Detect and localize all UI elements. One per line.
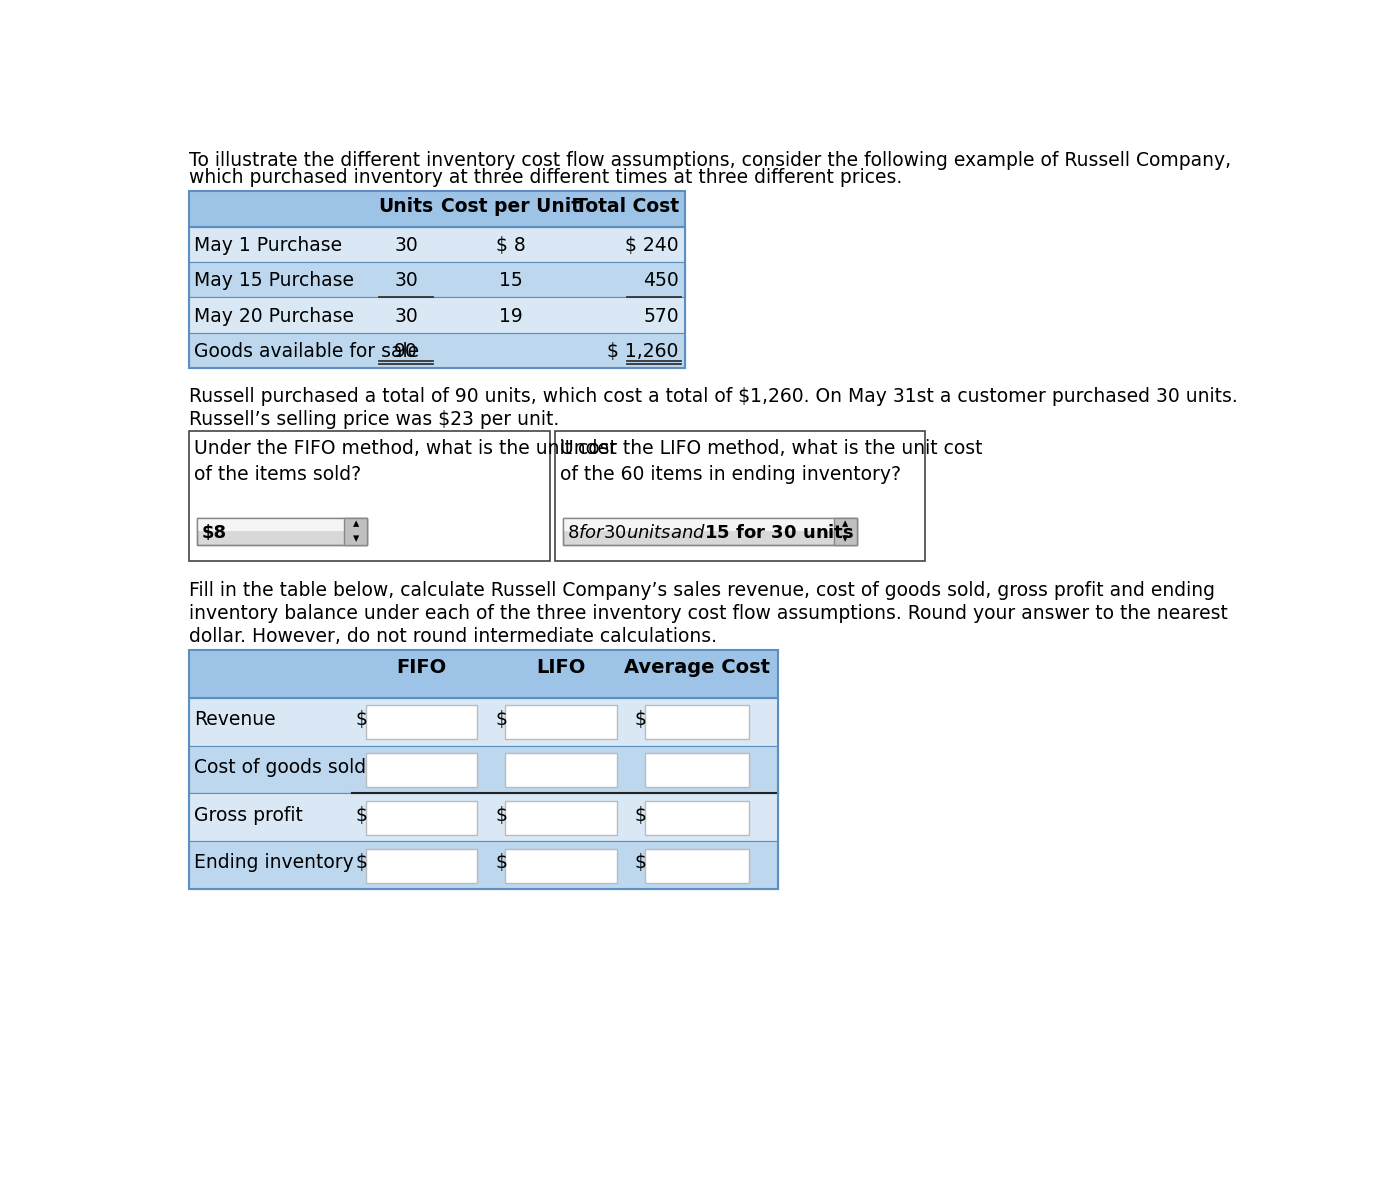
Text: Gross profit: Gross profit bbox=[194, 806, 303, 825]
Text: May 15 Purchase: May 15 Purchase bbox=[194, 271, 354, 291]
Text: $ 1,260: $ 1,260 bbox=[607, 342, 678, 361]
Text: 30: 30 bbox=[394, 235, 418, 255]
Bar bbox=[645, 801, 749, 834]
Text: $: $ bbox=[355, 853, 367, 872]
Bar bbox=[366, 801, 477, 834]
Text: To illustrate the different inventory cost flow assumptions, consider the follow: To illustrate the different inventory co… bbox=[189, 151, 1232, 170]
Text: ▴
▾: ▴ ▾ bbox=[842, 518, 849, 545]
Text: $: $ bbox=[355, 806, 367, 825]
Text: May 20 Purchase: May 20 Purchase bbox=[194, 306, 354, 325]
Text: ▴
▾: ▴ ▾ bbox=[352, 518, 359, 545]
Text: Under the LIFO method, what is the unit cost: Under the LIFO method, what is the unit … bbox=[560, 439, 982, 459]
Text: $8 for 30 units and $15 for 30 units: $8 for 30 units and $15 for 30 units bbox=[567, 524, 854, 541]
Text: Goods available for sale: Goods available for sale bbox=[194, 342, 418, 361]
Bar bbox=[366, 706, 477, 740]
Text: Fill in the table below, calculate Russell Company’s sales revenue, cost of good: Fill in the table below, calculate Russe… bbox=[189, 580, 1215, 599]
Text: inventory balance under each of the three inventory cost flow assumptions. Round: inventory balance under each of the thre… bbox=[189, 604, 1227, 623]
Bar bbox=[189, 298, 685, 333]
Text: Total Cost: Total Cost bbox=[575, 197, 678, 216]
Text: $: $ bbox=[355, 710, 367, 729]
Bar bbox=[189, 650, 777, 697]
Bar bbox=[366, 849, 477, 883]
Text: Cost per Unit: Cost per Unit bbox=[442, 197, 581, 216]
Bar bbox=[189, 191, 685, 227]
Bar bbox=[189, 842, 777, 889]
Bar bbox=[563, 518, 857, 532]
Bar bbox=[645, 706, 749, 740]
Bar bbox=[197, 518, 367, 545]
Bar bbox=[645, 849, 749, 883]
Text: $ 8: $ 8 bbox=[495, 235, 526, 255]
Bar bbox=[344, 518, 367, 545]
Bar bbox=[366, 753, 477, 787]
Text: Ending inventory: Ending inventory bbox=[194, 853, 354, 872]
Bar bbox=[563, 518, 857, 545]
Text: which purchased inventory at three different times at three different prices.: which purchased inventory at three diffe… bbox=[189, 168, 903, 187]
Bar bbox=[197, 518, 367, 532]
Bar bbox=[645, 753, 749, 787]
Text: Russell purchased a total of 90 units, which cost a total of $1,260. On May 31st: Russell purchased a total of 90 units, w… bbox=[189, 387, 1238, 405]
Text: 30: 30 bbox=[394, 271, 418, 291]
Bar bbox=[189, 697, 777, 746]
Bar bbox=[189, 227, 685, 262]
Bar bbox=[197, 518, 367, 545]
Text: May 1 Purchase: May 1 Purchase bbox=[194, 235, 341, 255]
Text: Cost of goods sold: Cost of goods sold bbox=[194, 758, 366, 777]
Text: 15: 15 bbox=[498, 271, 523, 291]
Bar bbox=[189, 191, 685, 369]
Text: Units: Units bbox=[378, 197, 433, 216]
Bar bbox=[505, 706, 616, 740]
Text: Under the FIFO method, what is the unit cost: Under the FIFO method, what is the unit … bbox=[194, 439, 616, 459]
Text: $: $ bbox=[634, 853, 647, 872]
Bar bbox=[555, 431, 925, 560]
Text: $: $ bbox=[495, 710, 506, 729]
Text: $: $ bbox=[495, 806, 506, 825]
Text: 570: 570 bbox=[643, 306, 678, 325]
Text: LIFO: LIFO bbox=[537, 657, 586, 677]
Bar bbox=[189, 650, 777, 889]
Text: 450: 450 bbox=[643, 271, 678, 291]
Text: $8: $8 bbox=[201, 524, 227, 541]
Text: FIFO: FIFO bbox=[396, 657, 447, 677]
Bar bbox=[563, 518, 857, 545]
Text: $: $ bbox=[634, 710, 647, 729]
Bar bbox=[189, 262, 685, 298]
Bar bbox=[505, 849, 616, 883]
Bar bbox=[189, 333, 685, 369]
Text: 30: 30 bbox=[394, 306, 418, 325]
Bar bbox=[189, 793, 777, 842]
Bar bbox=[834, 518, 857, 545]
Text: $: $ bbox=[495, 853, 506, 872]
Bar bbox=[189, 431, 550, 560]
Bar bbox=[189, 746, 777, 793]
Text: 90: 90 bbox=[394, 342, 418, 361]
Text: Average Cost: Average Cost bbox=[623, 657, 769, 677]
Text: 19: 19 bbox=[498, 306, 523, 325]
Text: $ 240: $ 240 bbox=[625, 235, 678, 255]
Text: Revenue: Revenue bbox=[194, 710, 275, 729]
Text: of the items sold?: of the items sold? bbox=[194, 466, 361, 485]
Text: $: $ bbox=[634, 806, 647, 825]
Bar bbox=[505, 801, 616, 834]
Text: of the 60 items in ending inventory?: of the 60 items in ending inventory? bbox=[560, 466, 900, 485]
Bar bbox=[505, 753, 616, 787]
Text: dollar. However, do not round intermediate calculations.: dollar. However, do not round intermedia… bbox=[189, 626, 717, 645]
Text: Russell’s selling price was $23 per unit.: Russell’s selling price was $23 per unit… bbox=[189, 410, 559, 429]
